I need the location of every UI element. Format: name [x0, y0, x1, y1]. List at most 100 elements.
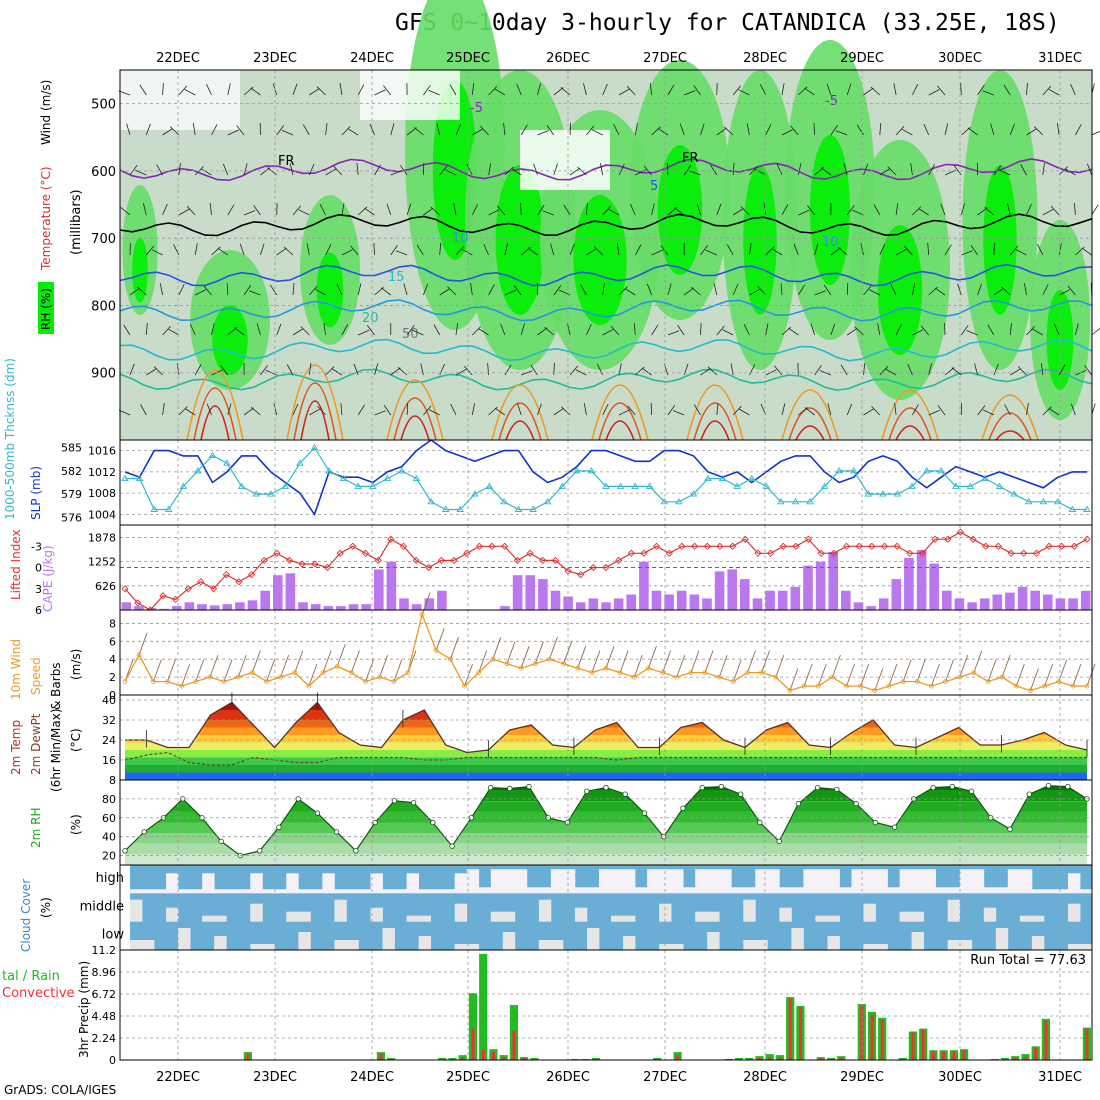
- wind-barb-10-6: [292, 328, 304, 336]
- wind-barb-57-8: [1048, 408, 1060, 416]
- cape-bar-11: [260, 590, 270, 610]
- wind-barb-6-2: [222, 163, 229, 176]
- cloud-gap-0-22: [394, 889, 407, 894]
- surface-barb-46: [775, 654, 785, 678]
- li-marker-62: [906, 549, 914, 557]
- wind-barb-51-4: [961, 250, 973, 256]
- wind-barb-58-6: [1075, 323, 1079, 336]
- surface-barb-56: [916, 659, 926, 682]
- cape-bar-17: [336, 606, 346, 610]
- wind-barb-57-7: [1058, 364, 1066, 376]
- cloud-gap-0-3: [166, 873, 179, 894]
- wind-barb-41-2: [797, 163, 802, 176]
- cape-bar-44: [676, 590, 687, 610]
- cape-bar-72: [1030, 590, 1040, 610]
- precip-conv-bar-38: [512, 1030, 516, 1060]
- cloud-gap-2-69: [959, 940, 973, 950]
- cape-bar-34: [550, 590, 561, 610]
- rh2m-marker-40: [891, 824, 898, 830]
- surface-barb-4: [181, 663, 191, 687]
- wind-barb-20-6: [455, 323, 459, 336]
- wind-barb-40-0: [781, 83, 785, 96]
- cape-bar-52: [777, 590, 788, 610]
- cloud-gap-0-0: [130, 889, 143, 894]
- wind-barb-1-4: [145, 245, 155, 256]
- precip-conv-bar-77: [911, 1032, 915, 1060]
- top-xtick-2: 24DEC: [350, 51, 394, 66]
- wind10-marker-7: [221, 679, 227, 684]
- wind-barb-8-8: [250, 406, 261, 416]
- wind-barb-40-7: [774, 365, 783, 376]
- wind-barb-26-0: [553, 87, 564, 96]
- precip-conv-bar-88: [1024, 1057, 1028, 1060]
- top-xtick-6: 28DEC: [743, 51, 787, 66]
- wind10-marker-60: [971, 670, 977, 675]
- wind-barb-28-3: [586, 202, 588, 216]
- cloud-gap-2-72: [995, 928, 1009, 950]
- wind-barb-54-4: [1009, 245, 1019, 256]
- thickness-marker-52: [879, 490, 887, 497]
- li-marker-0: [121, 585, 129, 593]
- wind-barb-23-5: [504, 289, 517, 296]
- wind-barb-7-2: [243, 163, 248, 176]
- wind-barb-15-7: [374, 363, 379, 376]
- wind-barb-47-1: [895, 125, 905, 136]
- precip-conv-bar-33: [461, 1057, 465, 1060]
- rh2m-ytick-3: 80: [102, 793, 116, 806]
- cloud-level-low: low: [102, 928, 125, 943]
- rh2m-band-0: [125, 854, 1087, 865]
- bottom-xtick-4: 26DEC: [546, 1070, 590, 1085]
- cloud-gap-0-55: [791, 887, 804, 894]
- wind10-marker-58: [943, 679, 948, 684]
- wind-barb-50-0: [936, 85, 946, 96]
- wind-barb-24-0: [516, 83, 522, 96]
- wind-barb-52-7: [974, 363, 978, 376]
- wind-barb-15-1: [369, 123, 375, 136]
- surface-barb-50: [831, 654, 841, 678]
- warm-contour-5-0: [686, 384, 744, 441]
- wind-barb-32-4: [651, 249, 663, 256]
- wind-barb-20-7: [455, 368, 467, 376]
- thickness-marker-23: [456, 505, 464, 512]
- rh2m-marker-31: [718, 783, 725, 790]
- wind-barb-8-7: [260, 365, 268, 376]
- wind-barb-36-2: [710, 164, 718, 176]
- surface-barb-19: [393, 659, 403, 682]
- surface-barb-59: [959, 654, 969, 678]
- surface-barb-13: [308, 663, 318, 687]
- wind-barb-43-6: [830, 323, 836, 336]
- cloud-gap-0-38: [587, 887, 600, 894]
- wind-barb-17-7: [397, 366, 408, 376]
- wind-barb-10-3: [292, 205, 301, 216]
- temp2m-axis-label-1: 2m Temp: [9, 720, 23, 775]
- cloud-gap-0-11: [262, 889, 275, 894]
- wind-barb-6-4: [217, 247, 229, 256]
- cloud-gap-1-54: [779, 907, 792, 922]
- wind10-marker-14: [320, 670, 326, 675]
- wind-barb-2-1: [162, 128, 173, 136]
- wind-barb-46-0: [870, 86, 881, 96]
- contour-label-4: 5: [650, 179, 658, 194]
- wind10-marker-48: [801, 683, 807, 689]
- wind-barb-3-7: [176, 363, 180, 376]
- surface-barb-67: [1072, 663, 1082, 687]
- wind-barb-33-8: [667, 404, 676, 416]
- warm-contour-0-0: [186, 369, 244, 441]
- li-marker-67: [969, 535, 977, 543]
- wind10-line: [124, 612, 1087, 692]
- wind-barb-10-2: [289, 163, 294, 176]
- wind-barb-44-6: [846, 327, 858, 336]
- cape-bar-19: [361, 604, 371, 610]
- wind-barb-18-4: [416, 244, 424, 256]
- wind-barb-7-4: [239, 243, 245, 256]
- cloud-gap-1-31: [502, 911, 516, 922]
- wind10-marker-61: [985, 679, 991, 684]
- wind-barb-18-1: [413, 127, 424, 136]
- wind-barb-24-1: [520, 124, 528, 136]
- wind-barb-5-6: [211, 323, 215, 336]
- wind10-marker-20: [405, 670, 411, 675]
- wind-barb-42-8: [804, 407, 815, 416]
- wind-barb-30-6: [610, 325, 620, 336]
- surface-barb-32: [577, 646, 587, 669]
- precip-conv-bar-82: [962, 1050, 966, 1060]
